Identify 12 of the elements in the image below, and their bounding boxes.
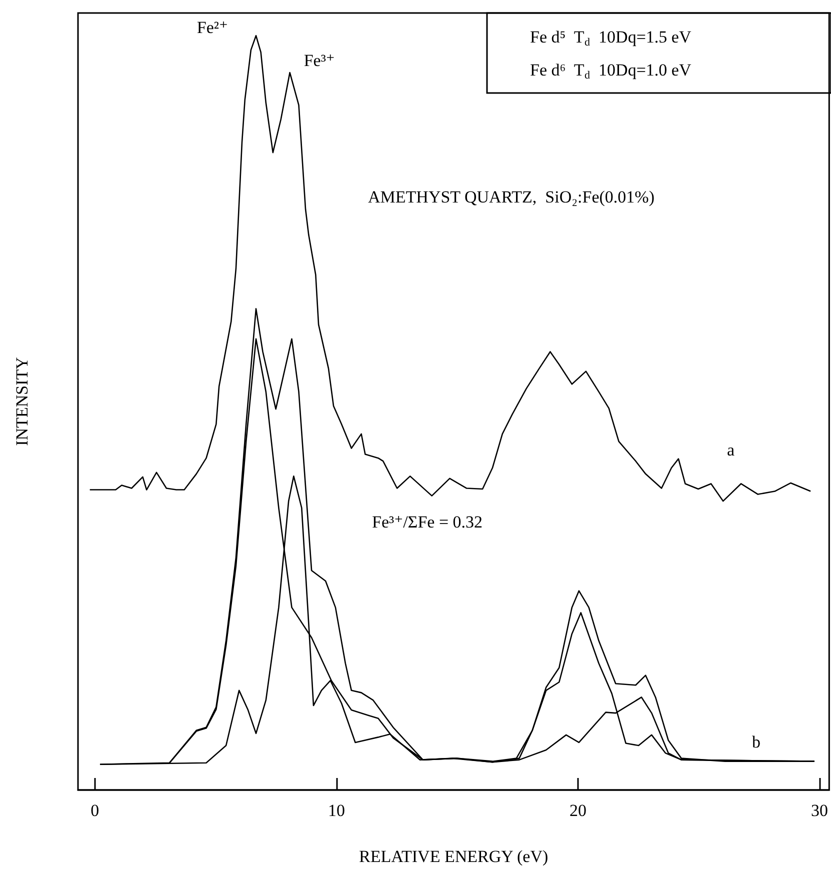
x-tick-label: 0 (90, 801, 100, 820)
annotation: AMETHYST QUARTZ, SiO₂:Fe(0.01%) (368, 188, 655, 206)
x-axis-title: RELATIVE ENERGY (eV) (358, 847, 548, 866)
x-tick-label: 30 (811, 801, 828, 820)
annotation: Fe²⁺ (196, 18, 228, 38)
annotation: Fe³⁺ (304, 51, 335, 70)
x-tick-label: 20 (569, 801, 586, 820)
y-axis-title: INTENSITY (12, 357, 32, 446)
x-tick-label: 10 (328, 801, 345, 820)
annotation: a (727, 440, 735, 460)
annotation: Fe³⁺/ΣFe = 0.32 (372, 512, 483, 532)
annotation: b (752, 732, 760, 752)
